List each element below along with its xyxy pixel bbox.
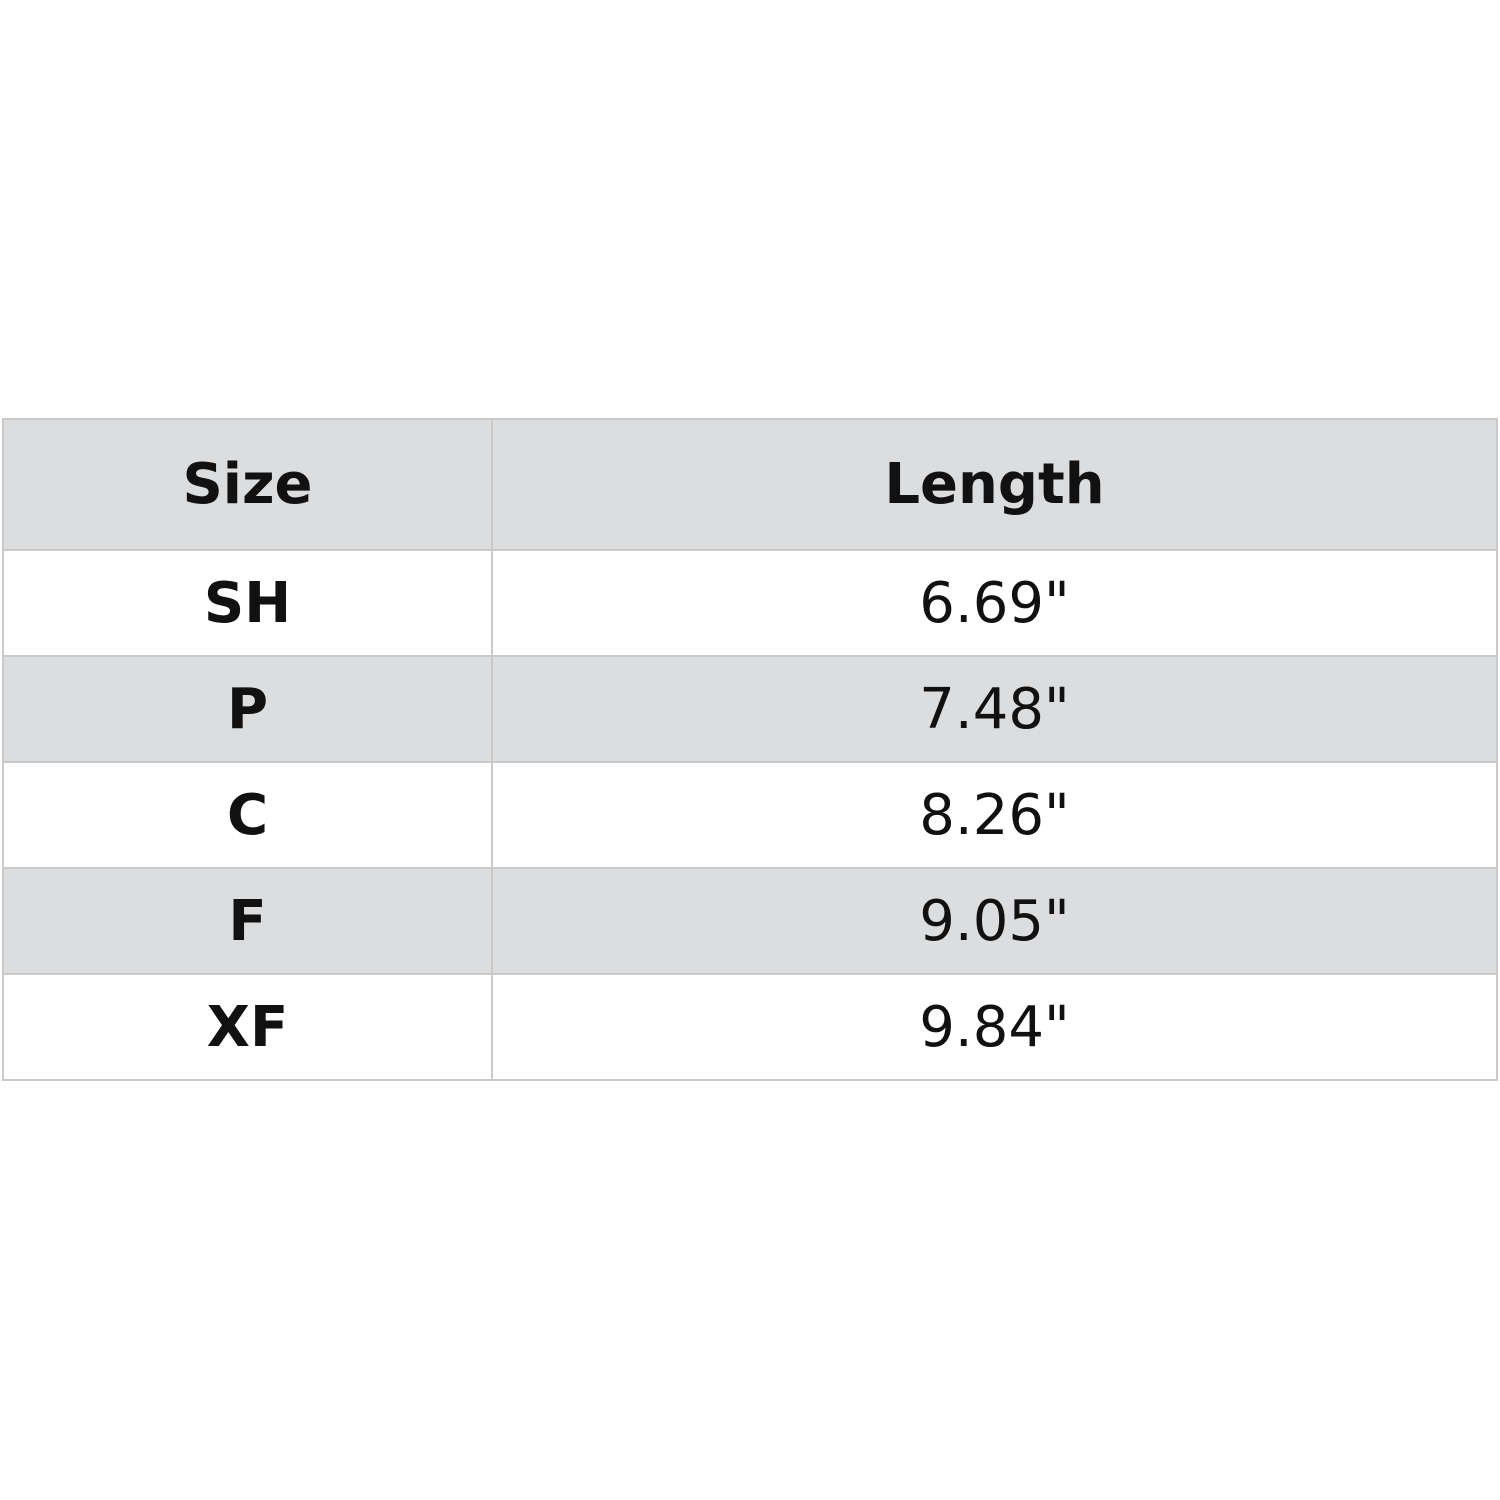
length-cell: 9.84"	[491, 973, 1498, 1081]
size-chart-table: Size Length SH 6.69" P 7.48" C 8.26" F 9…	[2, 418, 1498, 1081]
header-row: Size Length	[2, 418, 1498, 551]
length-cell: 7.48"	[491, 655, 1498, 763]
size-cell: C	[2, 761, 493, 869]
table-row: SH 6.69"	[2, 549, 1498, 657]
table-row: P 7.48"	[2, 655, 1498, 763]
length-cell: 8.26"	[491, 761, 1498, 869]
size-cell: SH	[2, 549, 493, 657]
table-row: F 9.05"	[2, 867, 1498, 975]
table-row: C 8.26"	[2, 761, 1498, 869]
length-cell: 9.05"	[491, 867, 1498, 975]
header-size: Size	[2, 418, 493, 551]
table-row: XF 9.84"	[2, 973, 1498, 1081]
size-cell: F	[2, 867, 493, 975]
header-length: Length	[491, 418, 1498, 551]
size-cell: XF	[2, 973, 493, 1081]
size-cell: P	[2, 655, 493, 763]
length-cell: 6.69"	[491, 549, 1498, 657]
